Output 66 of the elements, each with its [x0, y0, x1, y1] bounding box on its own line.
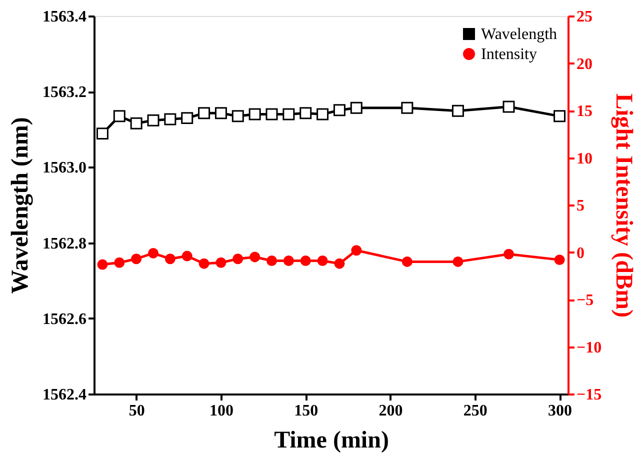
point — [283, 256, 294, 266]
y2-tick-label: 20 — [576, 56, 592, 73]
y2-tick-label: −5 — [576, 292, 594, 309]
point — [266, 108, 278, 120]
point — [198, 258, 210, 269]
point — [452, 104, 464, 117]
y2-tick-label: 25 — [576, 8, 592, 26]
point — [131, 254, 142, 264]
point — [232, 110, 244, 122]
point — [97, 259, 108, 270]
point — [333, 104, 346, 116]
y-tick-label: 1563.2 — [42, 84, 86, 102]
y2-tick-label: 10 — [576, 150, 592, 168]
x-tick-label: 200 — [378, 402, 403, 420]
point — [554, 110, 566, 122]
point — [232, 254, 244, 264]
x-tick-label: 50 — [128, 402, 145, 420]
point — [300, 107, 312, 120]
y2-tick-label: 5 — [576, 198, 584, 214]
point — [96, 128, 108, 140]
point — [300, 256, 311, 266]
point — [350, 102, 362, 114]
point — [317, 256, 328, 266]
y-tick-label: 1563.4 — [42, 8, 86, 26]
point — [164, 113, 176, 126]
point — [216, 257, 226, 268]
y2-tick-label: 15 — [576, 103, 592, 120]
x-axis-title: Time (min) — [274, 428, 389, 454]
point — [147, 114, 160, 126]
point — [248, 108, 261, 120]
point — [250, 252, 260, 262]
x-tick-label: 300 — [548, 402, 572, 420]
point — [266, 256, 277, 266]
y-axis-title: Wavelength (nm) — [8, 117, 34, 294]
point — [182, 250, 192, 262]
point — [148, 248, 158, 258]
point — [334, 258, 345, 269]
y-tick-label: 1563.0 — [42, 160, 86, 177]
y2-tick-label: −15 — [576, 386, 602, 404]
point — [351, 245, 362, 256]
point — [402, 256, 412, 267]
y2-axis-title: Light Intensity (dBm) — [610, 93, 637, 318]
point — [181, 112, 194, 124]
x-tick-label: 250 — [463, 402, 488, 420]
legend-label: Intensity — [481, 46, 537, 63]
point — [502, 100, 515, 113]
point — [282, 108, 295, 120]
point — [113, 110, 126, 122]
x-tick-label: 100 — [209, 402, 234, 420]
y2-tick-label: −10 — [576, 339, 602, 356]
point — [164, 254, 176, 264]
point — [214, 107, 227, 120]
point — [130, 117, 142, 130]
point — [401, 102, 414, 114]
point — [452, 256, 464, 267]
y-tick-label: 1562.4 — [42, 386, 86, 404]
legend-label: Wavelength — [481, 26, 558, 43]
point — [504, 248, 514, 260]
point — [316, 108, 329, 120]
y2-tick-label: 0 — [576, 244, 584, 262]
point — [198, 107, 210, 120]
point — [114, 257, 125, 268]
x-tick-label: 150 — [294, 402, 318, 420]
y-tick-label: 1562.8 — [42, 235, 86, 252]
point — [554, 254, 565, 266]
y-tick-label: 1562.6 — [42, 310, 86, 328]
